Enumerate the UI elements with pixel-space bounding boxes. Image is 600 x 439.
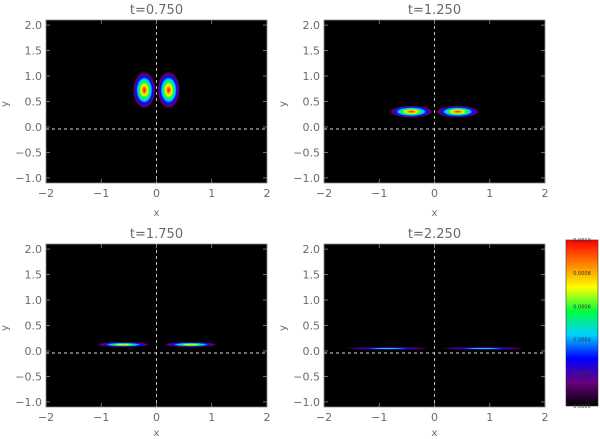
panel-title-4: t=2.250 (408, 227, 461, 242)
panel-4: −2 −1 0 1 2 −1.0 −0.5 0.0 0.5 1.0 1.5 2.0 t=2.250 x… (278, 227, 549, 439)
y-tick-label: 0.5 (303, 320, 321, 333)
y-tick-label: −0.5 (15, 370, 42, 383)
heatmap-2 (387, 105, 482, 119)
heatmap-4 (341, 346, 529, 350)
y-tick-label: 0.0 (25, 345, 43, 358)
x-tick-label: 2 (542, 187, 549, 200)
x-tick-label: 2 (264, 411, 271, 424)
colorbar-ticks: 0.0000 0.0002 0.0004 0.0006 0.0008 0.0010 (573, 238, 591, 410)
y-tick-label: 0.5 (25, 320, 43, 333)
heatmap-3 (94, 341, 220, 348)
y-tick-label: −0.5 (293, 370, 320, 383)
colorbar-tick-label: 0.0010 (573, 238, 591, 244)
x-tick-label: −2 (38, 411, 54, 424)
x-tick-label: 1 (486, 411, 493, 424)
axes-3: −2 −1 0 1 2 −1.0 −0.5 0.0 0.5 1.0 1.5 2.0 (15, 243, 270, 424)
x-tick-label: −2 (316, 187, 332, 200)
x-tick-label: −2 (316, 411, 332, 424)
panel-2: −2 −1 0 1 2 −1.0 −0.5 0.0 0.5 1.0 1.5 2.0 t=1.250 x… (278, 3, 549, 219)
density-lobe-1 (131, 69, 157, 111)
density-lobe-1 (387, 105, 435, 119)
density-lobe-2 (434, 105, 482, 119)
y-axis-label-1: y (0, 101, 11, 107)
axes-2: −2 −1 0 1 2 −1.0 −0.5 0.0 0.5 1.0 1.5 2.0 (293, 19, 548, 200)
y-tick-label: 0.5 (303, 96, 321, 109)
colorbar-tick-label: 0.0006 (573, 304, 591, 310)
y-axis-label-4: y (278, 325, 289, 331)
y-tick-label: 2.0 (303, 19, 321, 32)
density-lobe-1 (94, 341, 153, 348)
panel-1: −2 −1 0 1 2 −1.0 −0.5 0.0 0.5 1.0 1.5 2.0 t=0.750 x… (0, 3, 271, 219)
y-tick-label: −1.0 (15, 172, 42, 185)
plot-area-3 (46, 244, 267, 407)
y-tick-label: 1.0 (25, 70, 43, 83)
x-axis-label-4: x (432, 428, 438, 439)
y-tick-label: 0.5 (25, 96, 43, 109)
x-tick-label: 0 (431, 411, 438, 424)
axes-4: −2 −1 0 1 2 −1.0 −0.5 0.0 0.5 1.0 1.5 2.0 (293, 243, 548, 424)
x-tick-label: 0 (153, 411, 160, 424)
colorbar-gradient (565, 239, 599, 407)
y-axis-label-3: y (0, 325, 11, 331)
colorbar-tick-label: 0.0000 (573, 404, 591, 410)
y-tick-label: 1.5 (303, 45, 321, 58)
x-tick-label: −1 (93, 187, 109, 200)
x-tick-label: 1 (486, 187, 493, 200)
y-tick-label: 2.0 (25, 243, 43, 256)
panel-title-2: t=1.250 (408, 3, 461, 18)
y-tick-label: 1.0 (303, 294, 321, 307)
colorbar-tick-label: 0.0004 (573, 338, 591, 344)
x-tick-label: −1 (371, 411, 387, 424)
y-tick-label: 1.0 (25, 294, 43, 307)
x-tick-label: 2 (264, 187, 271, 200)
plot-area-4 (324, 244, 545, 407)
density-lobe-2 (161, 341, 220, 348)
panel-title-1: t=0.750 (130, 3, 183, 18)
x-tick-label: 0 (431, 187, 438, 200)
axes-1: −2 −1 0 1 2 −1.0 −0.5 0.0 0.5 1.0 1.5 2.0 (15, 19, 270, 200)
x-tick-label: 1 (208, 411, 215, 424)
y-tick-label: −0.5 (15, 146, 42, 159)
density-lobe-1 (341, 346, 434, 350)
x-axis-label-1: x (154, 208, 160, 219)
plot-area-2 (324, 20, 545, 183)
x-tick-label: −1 (93, 411, 109, 424)
y-tick-label: 2.0 (303, 243, 321, 256)
y-tick-label: 1.5 (303, 269, 321, 282)
y-tick-label: −0.5 (293, 146, 320, 159)
density-lobe-2 (156, 69, 182, 111)
panel-title-3: t=1.750 (130, 227, 183, 242)
x-tick-label: 2 (542, 411, 549, 424)
x-axis-label-2: x (432, 208, 438, 219)
y-tick-label: 0.0 (303, 345, 321, 358)
x-tick-label: 0 (153, 187, 160, 200)
x-tick-label: 1 (208, 187, 215, 200)
x-axis-label-3: x (154, 428, 160, 439)
panel-3: −2 −1 0 1 2 −1.0 −0.5 0.0 0.5 1.0 1.5 2.0 t=1.750 x… (0, 227, 271, 439)
y-axis-label-2: y (278, 101, 289, 107)
y-tick-label: −1.0 (293, 172, 320, 185)
x-tick-label: −2 (38, 187, 54, 200)
x-tick-label: −1 (371, 187, 387, 200)
y-tick-label: 0.0 (303, 121, 321, 134)
colorbar-tick-label: 0.0002 (573, 371, 591, 377)
y-tick-label: −1.0 (15, 396, 42, 409)
y-tick-label: 1.5 (25, 45, 43, 58)
y-tick-label: 1.5 (25, 269, 43, 282)
y-tick-label: 1.0 (303, 70, 321, 83)
density-lobe-2 (437, 346, 529, 350)
colorbar: 0.0000 0.0002 0.0004 0.0006 0.0008 0.0010 (565, 238, 599, 410)
colorbar-tick-label: 0.0008 (573, 271, 591, 277)
y-tick-label: 2.0 (25, 19, 43, 32)
y-tick-label: 0.0 (25, 121, 43, 134)
heatmap-1 (131, 69, 182, 111)
y-tick-label: −1.0 (293, 396, 320, 409)
